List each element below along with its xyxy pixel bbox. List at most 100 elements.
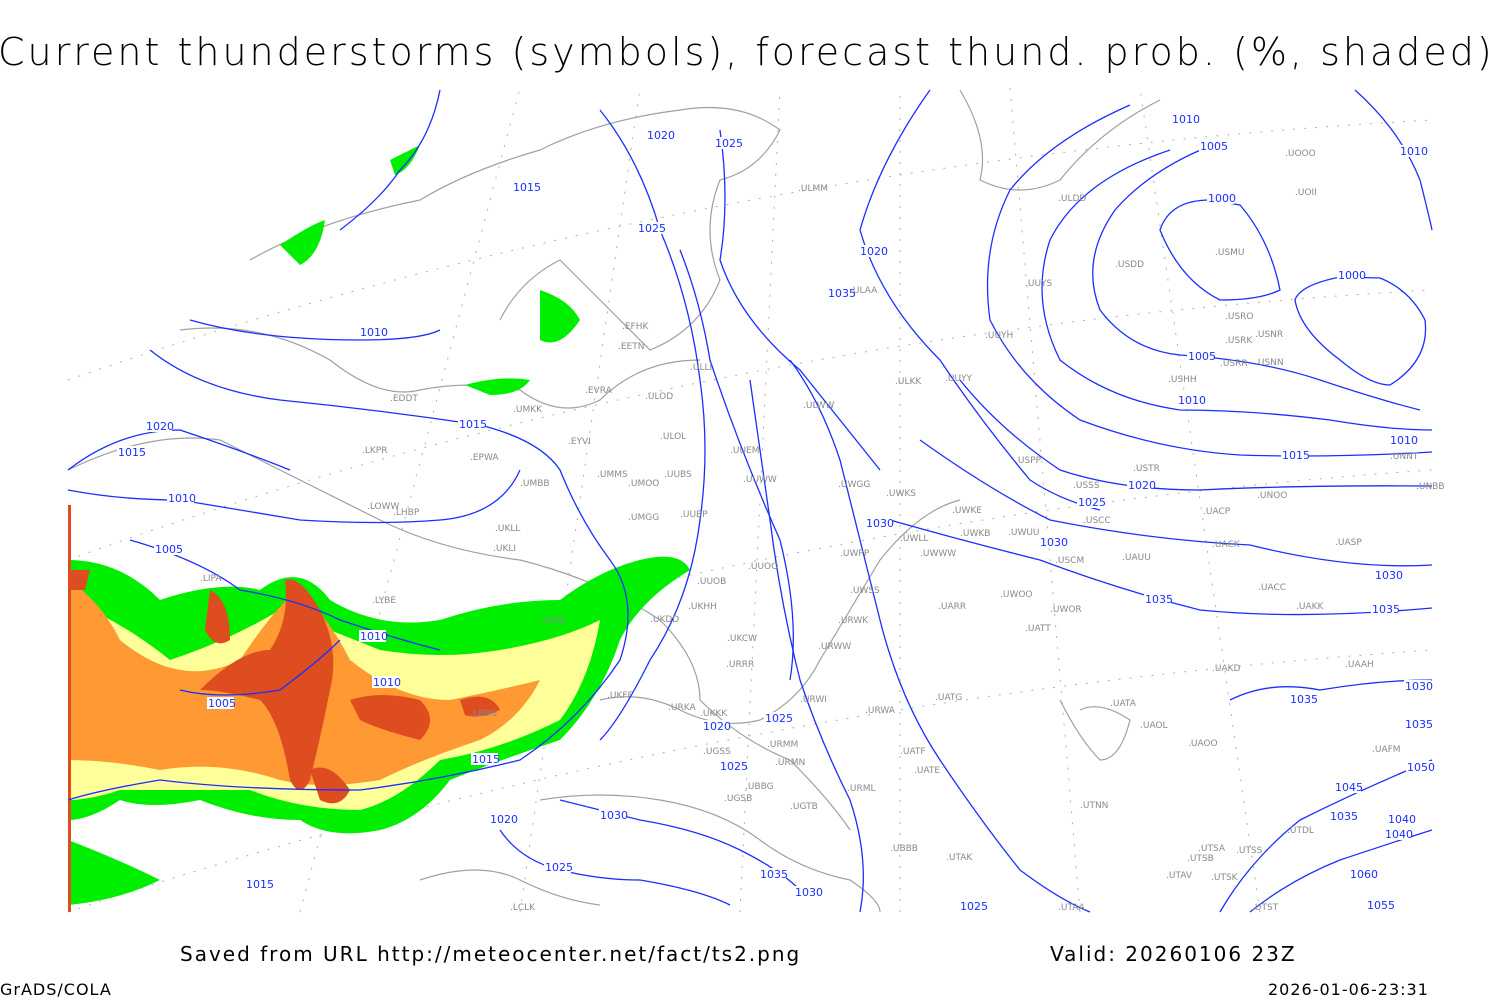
station-label: .UTAA — [1058, 903, 1086, 913]
isobar-label: 1005 — [1200, 140, 1228, 153]
isobar-label: 1030 — [1405, 680, 1433, 693]
station-label: .UUWW — [743, 475, 777, 485]
isobar-label: 1015 — [246, 878, 274, 891]
isobar-label-background — [646, 129, 673, 141]
station-label: .UASP — [1335, 538, 1362, 548]
station-label: .UATE — [914, 766, 940, 776]
isobar-label-background — [1039, 536, 1066, 548]
station-label: .UAOO — [1188, 739, 1218, 749]
station-label: .UARR — [938, 602, 966, 612]
isobar-label-background — [1384, 828, 1411, 840]
station-label: .UWWW — [920, 549, 956, 559]
isobar-label-background — [372, 676, 399, 688]
isobar-label: 1030 — [866, 517, 894, 530]
station-label: .USDD — [1115, 260, 1144, 270]
station-label: .UNNT — [1390, 452, 1419, 462]
isobar-label-background — [1371, 603, 1398, 615]
station-label: .UAOL — [1140, 721, 1168, 731]
isobar-label: 1035 — [1372, 603, 1400, 616]
isobar-label: 1015 — [459, 418, 487, 431]
station-label: .UKHH — [688, 602, 717, 612]
isobar-label-background — [1406, 761, 1433, 773]
isobar-label-background — [1404, 680, 1431, 692]
station-label: .UACK — [1212, 540, 1241, 550]
isobar-label: 1020 — [860, 245, 888, 258]
station-label: .UTNN — [1080, 801, 1108, 811]
station-label: .UWPP — [840, 549, 870, 559]
isobar-label-background — [1077, 496, 1104, 508]
isobar-label: 1025 — [720, 760, 748, 773]
isobar-label: 1050 — [1407, 761, 1435, 774]
station-label: .UBBG — [745, 782, 774, 792]
isobar-label: 1010 — [360, 630, 388, 643]
station-label: .USRO — [1225, 312, 1254, 322]
station-label: .UOOO — [1285, 149, 1316, 159]
coastlines-borders — [67, 89, 1161, 913]
station-label: .UTAV — [1166, 871, 1193, 881]
station-label: .UTAK — [946, 853, 973, 863]
station-label: .ULWW — [803, 401, 835, 411]
isobar-label: 1020 — [146, 420, 174, 433]
isobar-label: 1055 — [1367, 899, 1395, 912]
station-label: .UACP — [1203, 507, 1231, 517]
isobar-label-background — [1399, 145, 1426, 157]
station-label: .UKFF — [607, 691, 633, 701]
isobar-label: 1015 — [118, 446, 146, 459]
isobar-label-background — [1289, 693, 1316, 705]
station-label: .USTR — [1133, 464, 1160, 474]
station-label: .UWLL — [900, 534, 928, 544]
station-label: .UTSK — [1211, 873, 1239, 883]
station-label: .USPP — [1015, 456, 1042, 466]
thunderstorm-probability-shading — [68, 145, 690, 912]
isobar-label: 1010 — [1178, 394, 1206, 407]
map-title: Current thunderstorms (symbols), forecas… — [0, 30, 1495, 74]
isobar-label-background — [1171, 113, 1198, 125]
station-label: .LIPA — [200, 574, 222, 584]
station-label: .EYVI — [568, 437, 591, 447]
station-label: .URWW — [818, 642, 851, 652]
station-label: .UMOO — [628, 479, 659, 489]
station-label: .UTST — [1252, 903, 1279, 913]
station-label: .UATG — [935, 693, 962, 703]
isobar-label: 1010 — [1172, 113, 1200, 126]
isobar-label: 1005 — [208, 697, 236, 710]
isobar-label: 1035 — [1405, 718, 1433, 731]
isobar-label-background — [512, 181, 539, 193]
isobar-label: 1005 — [1188, 350, 1216, 363]
station-label: .USNN — [1255, 358, 1284, 368]
station-label: .USRR — [1220, 359, 1248, 369]
station-label: .UKLL — [495, 524, 520, 534]
isobar-label: 1010 — [168, 492, 196, 505]
station-label: .LYBE — [372, 596, 396, 606]
isobar-label: 1035 — [1145, 593, 1173, 606]
isobar-label-background — [599, 809, 626, 821]
isobar-label-background — [1144, 593, 1171, 605]
isobar-label-background — [1334, 781, 1361, 793]
isobar-label-background — [794, 886, 821, 898]
isobar-label-background — [359, 326, 386, 338]
station-label: .LKPR — [362, 446, 387, 456]
isobar-label-background — [544, 861, 571, 873]
station-label: .UMBB — [520, 479, 550, 489]
station-label: .UKCW — [727, 634, 757, 644]
isobar-label-background — [207, 697, 234, 709]
station-label: .UUBS — [664, 470, 692, 480]
isobar-label: 1020 — [647, 129, 675, 142]
isobar-label: 1025 — [960, 900, 988, 913]
isobar-label-background — [1329, 810, 1356, 822]
station-label: .UMGG — [628, 513, 659, 523]
station-label: .ULMM — [798, 184, 828, 194]
station-label: .UWGG — [838, 480, 870, 490]
isobar-label-background — [1387, 813, 1414, 825]
station-label: .UUBP — [680, 510, 708, 520]
isobar-label: 1035 — [760, 868, 788, 881]
isobar-label: 1040 — [1385, 828, 1413, 841]
isobar-label: 1020 — [1128, 479, 1156, 492]
station-label: .UUOB — [697, 577, 726, 587]
station-label: .UTSS — [1236, 846, 1263, 856]
isobar-label-background — [865, 517, 892, 529]
isobar-label-background — [637, 222, 664, 234]
station-label: .LHBP — [393, 508, 420, 518]
isobar-label: 1035 — [828, 287, 856, 300]
